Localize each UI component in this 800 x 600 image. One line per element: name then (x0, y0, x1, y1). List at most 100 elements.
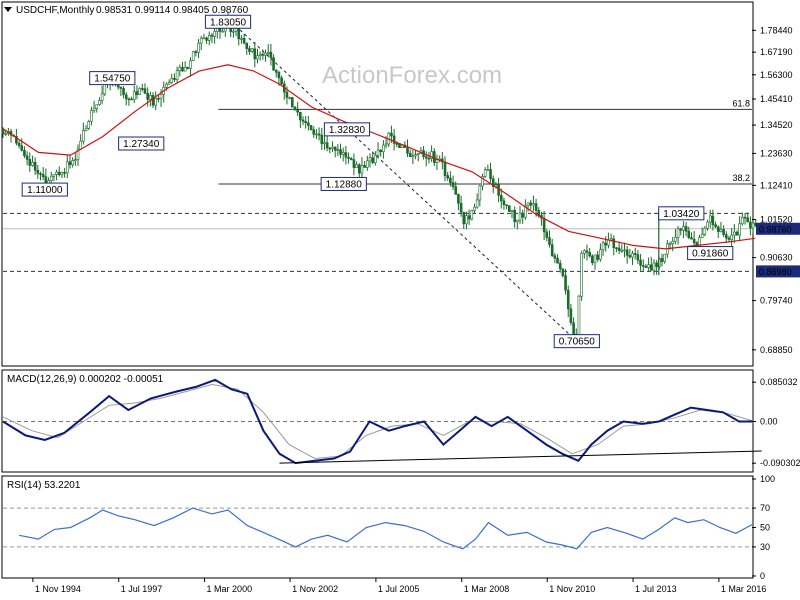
price-candle (716, 226, 720, 232)
price-candle (232, 30, 235, 33)
price-candle (352, 159, 356, 168)
price-candle (347, 157, 350, 159)
price-candle (159, 93, 163, 99)
price-candle (516, 219, 519, 223)
price-candle (558, 262, 562, 270)
price-candle (478, 185, 482, 201)
price-candle (714, 224, 717, 228)
price-candle (497, 184, 500, 196)
price-candle (207, 34, 211, 41)
price-candle (475, 199, 479, 208)
price-candle (245, 42, 249, 49)
price-candle (317, 133, 321, 136)
price-candle (363, 165, 366, 168)
price-candle (122, 88, 125, 96)
price-candle (733, 231, 736, 236)
macd-tick-label: -0.090302 (760, 458, 800, 468)
macd-trend-line (279, 450, 762, 464)
price-candle (71, 160, 74, 165)
price-candle (186, 67, 190, 69)
price-candle (23, 150, 26, 157)
price-candle (722, 229, 725, 235)
price-candle (390, 132, 393, 137)
price-candle (20, 145, 24, 151)
price-candle (416, 153, 420, 156)
price-candle (28, 159, 32, 166)
price-candle (548, 237, 551, 245)
price-tick-label: 0.68850 (760, 345, 793, 355)
price-candle (625, 249, 629, 256)
price-annotation: 1.54750 (89, 71, 136, 86)
price-candle (140, 88, 144, 90)
price-candle (291, 97, 294, 108)
level-price-tag-bg (756, 265, 800, 278)
price-panel[interactable]: ActionForex.com USDCHF,Monthly 0.98531 0… (1, 1, 758, 367)
price-tick-label: 1.67190 (760, 47, 793, 57)
price-candle (432, 151, 436, 163)
price-candle (82, 130, 85, 142)
price-candle (641, 265, 645, 267)
price-annotation: 1.27340 (118, 136, 165, 151)
price-candle (76, 148, 80, 160)
price-candle (465, 215, 468, 225)
price-candle (615, 247, 618, 249)
price-candle (612, 238, 616, 248)
price-candle (333, 146, 337, 151)
price-candle (636, 254, 640, 261)
price-candle (355, 164, 358, 168)
price-candle (221, 30, 224, 33)
price-candle (95, 104, 99, 109)
price-annotation: 1.11000 (21, 182, 68, 197)
price-candle (175, 70, 179, 80)
price-candle (277, 71, 281, 79)
price-candle (341, 152, 345, 155)
price-candle (202, 37, 206, 40)
level-price-tag: 0.86980 (756, 265, 800, 278)
price-annotation: 1.12880 (320, 176, 367, 191)
price-candle (25, 155, 29, 160)
price-candle (532, 203, 535, 206)
price-candle (181, 66, 184, 72)
price-candle (449, 177, 452, 183)
price-candle (730, 234, 733, 240)
price-candle (74, 159, 77, 161)
price-candle (293, 106, 297, 111)
annotation-box (323, 122, 371, 137)
price-candle (189, 60, 192, 69)
price-candle (545, 231, 549, 238)
price-candle (537, 210, 541, 216)
price-candle (258, 53, 262, 56)
price-candle (706, 221, 709, 229)
price-candle (631, 253, 634, 258)
macd-signal-line (2, 383, 753, 460)
price-candle (593, 254, 597, 264)
price-candle (473, 206, 476, 211)
price-candle (671, 240, 675, 244)
price-candle (617, 247, 621, 251)
price-candle (92, 108, 96, 111)
price-candle (470, 210, 474, 220)
annotation-label: 1.54750 (94, 74, 131, 85)
price-candle (588, 251, 591, 257)
price-candle (583, 250, 586, 254)
price-candle (320, 134, 324, 145)
price-annotation: 0.70650 (553, 334, 600, 349)
price-candle (210, 34, 214, 37)
price-candle (430, 151, 433, 159)
price-candle (505, 204, 508, 206)
price-candle (264, 52, 267, 56)
price-tick-label: 1.23630 (760, 148, 793, 158)
price-candle (550, 244, 554, 257)
dropdown-arrow-icon[interactable] (4, 7, 12, 12)
price-candle (242, 38, 246, 44)
price-candle (542, 217, 546, 233)
price-candle (580, 252, 583, 297)
price-candle (253, 48, 257, 60)
price-candle (526, 202, 530, 207)
price-candle (529, 202, 533, 206)
rsi-panel[interactable]: RSI(14) 53.2201 100 70 50 30 0 (1, 474, 775, 581)
price-candle (44, 176, 48, 184)
price-candle (644, 266, 648, 268)
macd-panel[interactable]: MACD(12,26,9) 0.000202 -0.00051 0.085032… (1, 369, 800, 473)
